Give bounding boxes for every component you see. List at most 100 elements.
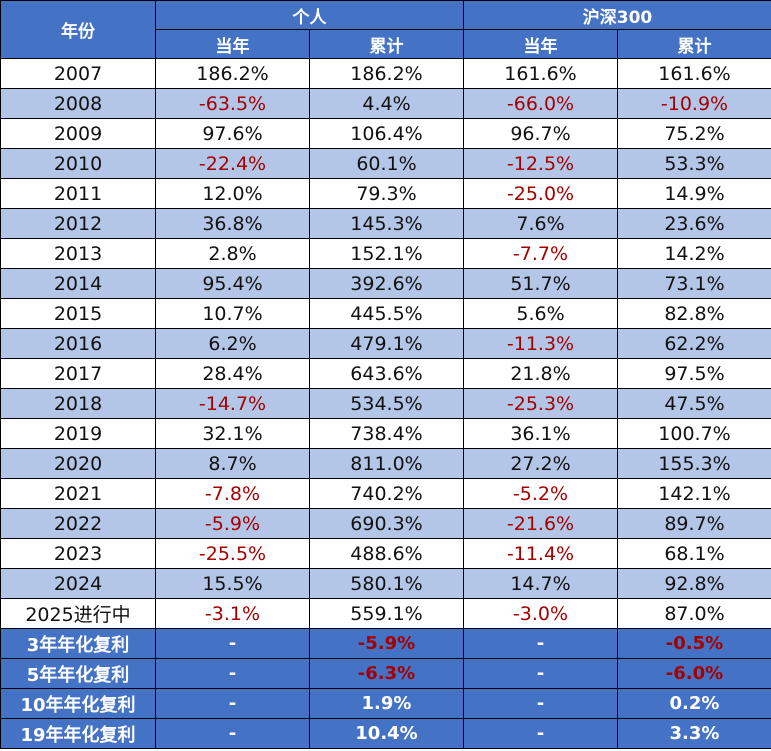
personal-annual-cell: -5.9% [155, 508, 310, 539]
personal-annual-cell: 8.7% [155, 448, 310, 479]
index-cumulative-cell: 62.2% [617, 328, 771, 359]
index-annual-cell: 7.6% [463, 208, 618, 239]
summary-index-annual-cell: - [463, 628, 618, 659]
summary-index-annual-cell: - [463, 718, 618, 749]
summary-personal-annual-cell: - [155, 718, 310, 749]
year-cell: 2012 [0, 208, 156, 239]
year-cell: 2009 [0, 118, 156, 149]
table-row: 2022 -5.9% 690.3% -21.6% 89.7% [0, 508, 771, 539]
personal-cumulative-cell: 106.4% [309, 118, 464, 149]
personal-annual-cell: 32.1% [155, 418, 310, 449]
personal-annual-cell: 12.0% [155, 178, 310, 209]
summary-row: 5年年化复利 - -6.3% - -6.0% [0, 658, 771, 689]
year-cell: 2018 [0, 388, 156, 419]
summary-row: 3年年化复利 - -5.9% - -0.5% [0, 628, 771, 659]
index-annual-cell: 27.2% [463, 448, 618, 479]
summary-personal-annual-cell: - [155, 658, 310, 689]
personal-cumulative-cell: 186.2% [309, 58, 464, 89]
personal-annual-cell: 28.4% [155, 358, 310, 389]
index-annual-cell: -21.6% [463, 508, 618, 539]
summary-index-cumulative-cell: -0.5% [617, 628, 771, 659]
personal-cumulative-cell: 559.1% [309, 598, 464, 629]
index-annual-cell: -66.0% [463, 88, 618, 119]
index-cumulative-cell: 142.1% [617, 478, 771, 509]
index-cumulative-cell: 97.5% [617, 358, 771, 389]
personal-cumulative-cell: 534.5% [309, 388, 464, 419]
personal-cumulative-cell: 445.5% [309, 298, 464, 329]
header-index: 沪深300 [463, 0, 771, 30]
table-row: 2014 95.4% 392.6% 51.7% 73.1% [0, 268, 771, 299]
year-cell: 2019 [0, 418, 156, 449]
personal-annual-cell: -14.7% [155, 388, 310, 419]
personal-cumulative-cell: 145.3% [309, 208, 464, 239]
year-cell: 2017 [0, 358, 156, 389]
index-cumulative-cell: 92.8% [617, 568, 771, 599]
personal-cumulative-cell: 488.6% [309, 538, 464, 569]
index-annual-cell: -25.0% [463, 178, 618, 209]
year-cell: 2016 [0, 328, 156, 359]
index-cumulative-cell: 53.3% [617, 148, 771, 179]
index-cumulative-cell: 73.1% [617, 268, 771, 299]
personal-cumulative-cell: 811.0% [309, 448, 464, 479]
summary-label-cell: 5年年化复利 [0, 658, 156, 689]
summary-index-cumulative-cell: 0.2% [617, 688, 771, 719]
table-row: 2019 32.1% 738.4% 36.1% 100.7% [0, 418, 771, 449]
personal-cumulative-cell: 740.2% [309, 478, 464, 509]
index-cumulative-cell: 68.1% [617, 538, 771, 569]
personal-annual-cell: -22.4% [155, 148, 310, 179]
index-cumulative-cell: 14.2% [617, 238, 771, 269]
personal-annual-cell: 36.8% [155, 208, 310, 239]
index-cumulative-cell: 155.3% [617, 448, 771, 479]
table-row: 2017 28.4% 643.6% 21.8% 97.5% [0, 358, 771, 389]
index-cumulative-cell: 82.8% [617, 298, 771, 329]
summary-row: 10年年化复利 -1.9% -0.2% [0, 688, 771, 719]
personal-annual-cell: 186.2% [155, 58, 310, 89]
personal-cumulative-cell: 60.1% [309, 148, 464, 179]
personal-annual-cell: -7.8% [155, 478, 310, 509]
table-row: 2016 6.2% 479.1% -11.3% 62.2% [0, 328, 771, 359]
personal-cumulative-cell: 580.1% [309, 568, 464, 599]
index-annual-cell: 36.1% [463, 418, 618, 449]
header-personal-cumulative: 累计 [309, 29, 464, 59]
index-cumulative-cell: 87.0% [617, 598, 771, 629]
index-cumulative-cell: 14.9% [617, 178, 771, 209]
summary-personal-annual-cell: - [155, 628, 310, 659]
index-annual-cell: 161.6% [463, 58, 618, 89]
year-cell: 2021 [0, 478, 156, 509]
year-cell: 2008 [0, 88, 156, 119]
year-cell: 2015 [0, 298, 156, 329]
personal-annual-cell: 10.7% [155, 298, 310, 329]
year-cell: 2024 [0, 568, 156, 599]
summary-personal-cumulative-cell: 1.9% [309, 688, 464, 719]
table-row: 2023 -25.5% 488.6% -11.4% 68.1% [0, 538, 771, 569]
personal-cumulative-cell: 152.1% [309, 238, 464, 269]
personal-cumulative-cell: 643.6% [309, 358, 464, 389]
year-cell: 2023 [0, 538, 156, 569]
year-cell: 2007 [0, 58, 156, 89]
summary-personal-cumulative-cell: 10.4% [309, 718, 464, 749]
summary-personal-cumulative-cell: -5.9% [309, 628, 464, 659]
summary-label-cell: 19年年化复利 [0, 718, 156, 749]
personal-annual-cell: 6.2% [155, 328, 310, 359]
table-row: 2012 36.8% 145.3% 7.6% 23.6% [0, 208, 771, 239]
personal-annual-cell: -3.1% [155, 598, 310, 629]
personal-cumulative-cell: 4.4% [309, 88, 464, 119]
summary-label-cell: 10年年化复利 [0, 688, 156, 719]
personal-cumulative-cell: 79.3% [309, 178, 464, 209]
index-cumulative-cell: 47.5% [617, 388, 771, 419]
table-row: 2025进行中 -3.1% 559.1% -3.0% 87.0% [0, 598, 771, 629]
summary-index-cumulative-cell: -6.0% [617, 658, 771, 689]
personal-annual-cell: 97.6% [155, 118, 310, 149]
year-cell: 2011 [0, 178, 156, 209]
index-cumulative-cell: 75.2% [617, 118, 771, 149]
index-annual-cell: 96.7% [463, 118, 618, 149]
table-header: 年份 个人 沪深300 当年 累计 当年 累计 [0, 0, 771, 59]
table-body: 2007 186.2% 186.2% 161.6% 161.6% 2008 -63.5% 4.… [0, 58, 771, 629]
table-row: 2007 186.2% 186.2% 161.6% 161.6% [0, 58, 771, 89]
index-cumulative-cell: 23.6% [617, 208, 771, 239]
table-row: 2015 10.7% 445.5% 5.6% 82.8% [0, 298, 771, 329]
table-row: 2018 -14.7% 534.5% -25.3% 47.5% [0, 388, 771, 419]
personal-annual-cell: 15.5% [155, 568, 310, 599]
index-annual-cell: -7.7% [463, 238, 618, 269]
